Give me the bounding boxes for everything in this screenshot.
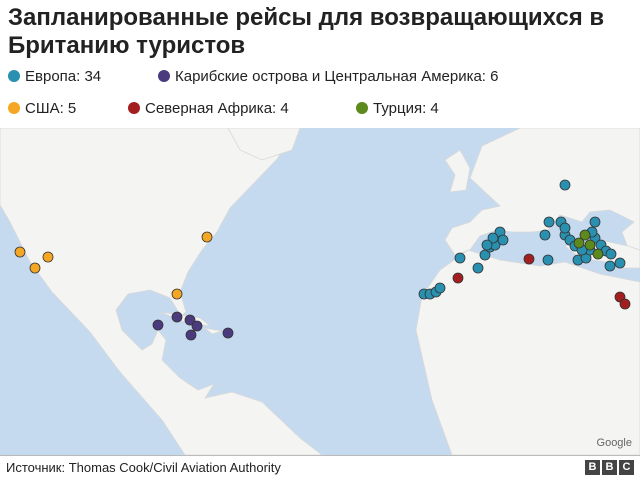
map-credit: Google	[597, 437, 632, 449]
source: Источник: Thomas Cook/Civil Aviation Aut…	[6, 460, 281, 475]
marker	[472, 262, 484, 274]
marker	[222, 327, 234, 339]
legend-item: Северная Африка: 4	[128, 100, 289, 117]
logo-letter: B	[585, 460, 600, 475]
legend-label: Северная Африка: 4	[145, 100, 289, 117]
marker	[171, 311, 183, 323]
legend: Европа: 34 Карибские острова и Центральн…	[8, 68, 638, 118]
marker	[454, 252, 466, 264]
land	[0, 128, 640, 455]
marker	[487, 232, 499, 244]
marker	[191, 320, 203, 332]
marker	[542, 254, 554, 266]
marker	[184, 314, 196, 326]
marker	[201, 231, 213, 243]
marker	[481, 239, 493, 251]
marker	[584, 239, 596, 251]
marker	[171, 288, 183, 300]
marker	[579, 229, 591, 241]
marker	[605, 248, 617, 260]
marker	[14, 246, 26, 258]
logo: B B C	[585, 460, 634, 475]
marker	[589, 216, 601, 228]
marker	[434, 282, 446, 294]
marker	[42, 251, 54, 263]
marker	[559, 179, 571, 191]
marker	[523, 253, 535, 265]
markers	[14, 179, 631, 341]
logo-letter: B	[602, 460, 617, 475]
marker	[497, 234, 509, 246]
title: Запланированные рейсы для возвращающихся…	[8, 4, 605, 59]
logo-letter: C	[619, 460, 634, 475]
legend-item: США: 5	[8, 100, 76, 117]
legend-label: Карибские острова и Центральная Америка:…	[175, 68, 499, 85]
marker	[573, 237, 585, 249]
marker	[452, 272, 464, 284]
map: Google	[0, 128, 640, 455]
legend-label: Турция: 4	[373, 100, 439, 117]
marker	[604, 260, 616, 272]
legend-label: США: 5	[25, 100, 77, 117]
marker	[559, 222, 571, 234]
marker	[152, 319, 164, 331]
marker	[543, 216, 555, 228]
footer: Источник: Thomas Cook/Civil Aviation Aut…	[0, 455, 640, 479]
marker	[539, 229, 551, 241]
legend-label: Европа: 34	[25, 68, 102, 85]
legend-item: Европа: 34	[8, 68, 101, 85]
legend-item: Карибские острова и Центральная Америка:…	[158, 68, 498, 85]
legend-item: Турция: 4	[356, 100, 439, 117]
marker	[185, 329, 197, 341]
marker	[619, 298, 631, 310]
marker	[614, 257, 626, 269]
marker	[592, 248, 604, 260]
marker	[29, 262, 41, 274]
